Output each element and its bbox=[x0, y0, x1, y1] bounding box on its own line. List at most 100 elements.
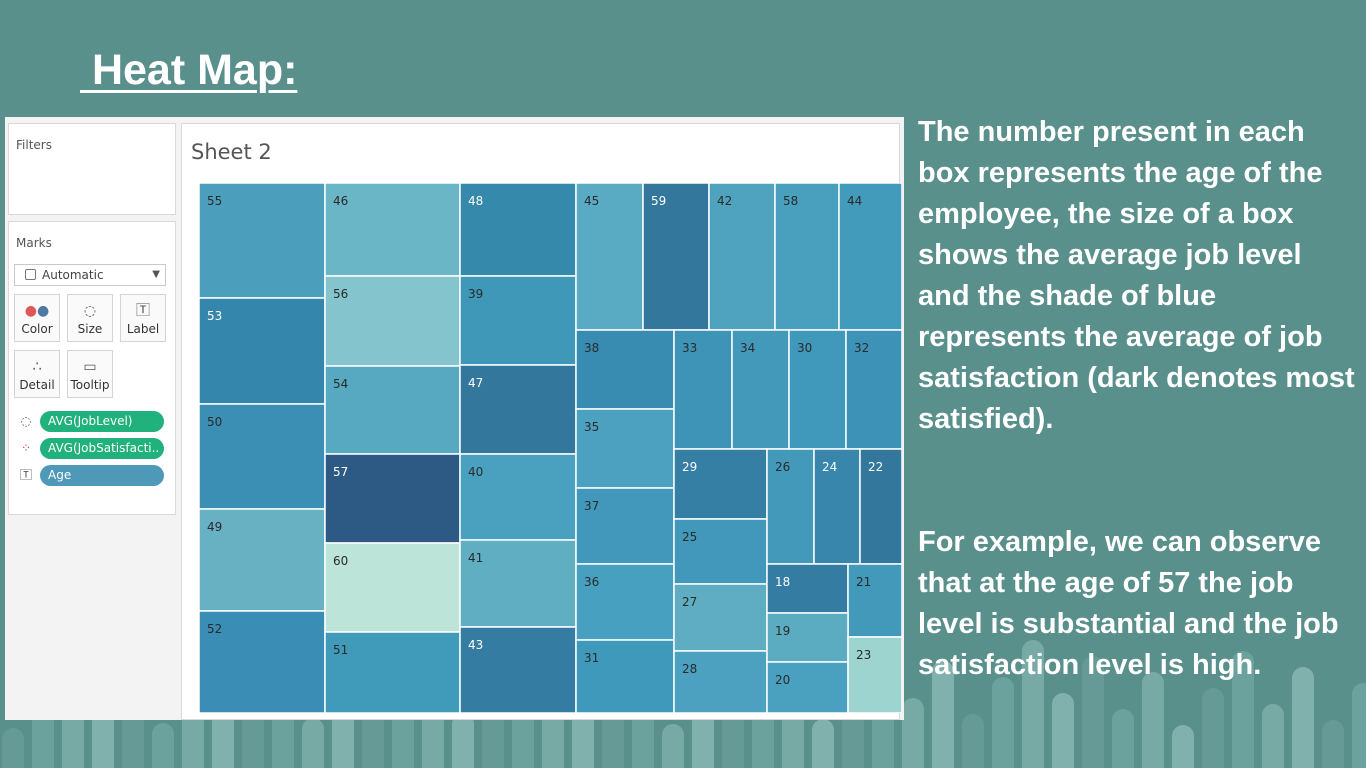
treemap-cell-label: 49 bbox=[207, 520, 222, 534]
treemap-cell[interactable] bbox=[199, 610, 326, 713]
treemap-cell-label: 56 bbox=[333, 287, 348, 301]
treemap-cell[interactable] bbox=[847, 563, 902, 638]
color-button-label: Color bbox=[21, 322, 53, 336]
size-field-pill[interactable]: AVG(JobLevel) bbox=[40, 411, 164, 432]
tooltip-icon: ▭ bbox=[83, 359, 97, 375]
treemap-cell-label: 55 bbox=[207, 194, 222, 208]
treemap-cell[interactable] bbox=[731, 329, 790, 450]
treemap-cell[interactable] bbox=[324, 631, 461, 713]
treemap-cell-label: 34 bbox=[740, 341, 755, 355]
treemap-cell-label: 51 bbox=[333, 643, 348, 657]
treemap-cell[interactable] bbox=[199, 508, 326, 612]
treemap-cell[interactable] bbox=[673, 448, 768, 520]
treemap-cell-label: 38 bbox=[584, 341, 599, 355]
treemap-cell-label: 43 bbox=[468, 638, 483, 652]
label-button-label: Label bbox=[126, 322, 160, 336]
treemap-cell-label: 37 bbox=[584, 499, 599, 513]
treemap-cell-label: 41 bbox=[468, 551, 483, 565]
treemap-cell-label: 52 bbox=[207, 622, 222, 636]
treemap-cell[interactable] bbox=[673, 518, 768, 585]
mark-type-value: Automatic bbox=[42, 268, 104, 282]
treemap-cell-label: 58 bbox=[783, 194, 798, 208]
mark-type-square-icon bbox=[25, 269, 36, 280]
treemap-cell-label: 36 bbox=[584, 575, 599, 589]
tooltip-button-label: Tooltip bbox=[70, 378, 110, 392]
treemap-cell-label: 30 bbox=[797, 341, 812, 355]
treemap-cell-label: 54 bbox=[333, 377, 348, 391]
treemap-cell-label: 59 bbox=[651, 194, 666, 208]
treemap-cell-label: 29 bbox=[682, 460, 697, 474]
treemap-cell[interactable] bbox=[575, 408, 675, 489]
treemap-cell-label: 19 bbox=[775, 624, 790, 638]
size-field-icon: ◌ bbox=[20, 414, 32, 428]
label-icon: 🅃 bbox=[136, 303, 150, 319]
treemap-cell-label: 40 bbox=[468, 465, 483, 479]
treemap-cell-label: 35 bbox=[584, 420, 599, 434]
treemap-chart: 55 53 50 49 52 46 56 54 57 60 51 48 39 47 40 41 43 45 59 42… bbox=[199, 183, 902, 713]
treemap-cell-label: 23 bbox=[856, 648, 871, 662]
color-field-pill[interactable]: AVG(JobSatisfacti.. bbox=[40, 438, 164, 459]
treemap-cell-label: 46 bbox=[333, 194, 348, 208]
detail-button[interactable]: ∴ Detail bbox=[14, 350, 60, 398]
description-paragraph-1: The number present in each box represent… bbox=[918, 116, 1355, 435]
marks-title: Marks bbox=[16, 236, 52, 250]
sheet-title: Sheet 2 bbox=[191, 140, 272, 164]
treemap-cell-label: 27 bbox=[682, 595, 697, 609]
treemap-cell-label: 32 bbox=[854, 341, 869, 355]
color-button[interactable]: ●● Color bbox=[14, 294, 60, 342]
treemap-cell-label: 53 bbox=[207, 309, 222, 323]
treemap-cell[interactable] bbox=[324, 275, 461, 367]
treemap-cell[interactable] bbox=[459, 183, 577, 277]
mark-type-dropdown[interactable]: Automatic ▼ bbox=[14, 264, 166, 286]
description-paragraph-2: For example, we can observe that at the … bbox=[918, 526, 1339, 681]
treemap-cell-label: 50 bbox=[207, 415, 222, 429]
treemap-cell[interactable] bbox=[324, 365, 461, 455]
label-field-icon: 🅃 bbox=[19, 468, 32, 482]
treemap-cell-label: 47 bbox=[468, 376, 483, 390]
treemap-cell-label: 20 bbox=[775, 673, 790, 687]
size-button[interactable]: ◌ Size bbox=[67, 294, 113, 342]
detail-button-label: Detail bbox=[19, 378, 55, 392]
treemap-cell[interactable] bbox=[766, 563, 849, 614]
treemap-cell[interactable] bbox=[766, 612, 849, 663]
treemap-cell[interactable] bbox=[459, 539, 577, 628]
treemap-cell[interactable] bbox=[788, 329, 847, 450]
treemap-cell[interactable] bbox=[673, 650, 768, 713]
treemap-cell-label: 22 bbox=[868, 460, 883, 474]
treemap-cell[interactable] bbox=[575, 563, 675, 641]
treemap-cell-label: 18 bbox=[775, 575, 790, 589]
treemap-cell[interactable] bbox=[859, 448, 902, 565]
color-palette-icon: ●● bbox=[24, 303, 50, 319]
treemap-cell[interactable] bbox=[575, 487, 675, 565]
label-field-pill[interactable]: Age bbox=[40, 465, 164, 486]
treemap-cell[interactable] bbox=[673, 329, 733, 450]
treemap-cell-label: 60 bbox=[333, 554, 348, 568]
treemap-cell-label: 45 bbox=[584, 194, 599, 208]
treemap-cell[interactable] bbox=[766, 661, 849, 713]
color-field-icon: ⁘ bbox=[20, 441, 32, 455]
treemap-cell[interactable] bbox=[199, 297, 326, 405]
treemap-cell-label: 57 bbox=[333, 465, 348, 479]
tooltip-button[interactable]: ▭ Tooltip bbox=[67, 350, 113, 398]
treemap-cell-label: 26 bbox=[775, 460, 790, 474]
treemap-cell-label: 21 bbox=[856, 575, 871, 589]
treemap-cell-label: 28 bbox=[682, 662, 697, 676]
treemap-cell[interactable] bbox=[199, 403, 326, 510]
treemap-cell[interactable] bbox=[324, 183, 461, 277]
filters-title: Filters bbox=[16, 138, 52, 152]
treemap-cell[interactable] bbox=[199, 183, 326, 299]
treemap-cell-label: 44 bbox=[847, 194, 862, 208]
size-icon: ◌ bbox=[83, 303, 97, 319]
treemap-cell[interactable] bbox=[813, 448, 861, 565]
treemap-cell-label: 42 bbox=[717, 194, 732, 208]
treemap-cell-label: 48 bbox=[468, 194, 483, 208]
treemap-cell-label: 25 bbox=[682, 530, 697, 544]
treemap-cell-label: 24 bbox=[822, 460, 837, 474]
treemap-cell[interactable] bbox=[847, 636, 902, 713]
size-button-label: Size bbox=[77, 322, 103, 336]
label-button[interactable]: 🅃 Label bbox=[120, 294, 166, 342]
filters-shelf[interactable]: Filters bbox=[8, 123, 176, 215]
treemap-cell-label: 33 bbox=[682, 341, 697, 355]
treemap-cell-label: 31 bbox=[584, 651, 599, 665]
treemap-cell[interactable] bbox=[459, 275, 577, 366]
